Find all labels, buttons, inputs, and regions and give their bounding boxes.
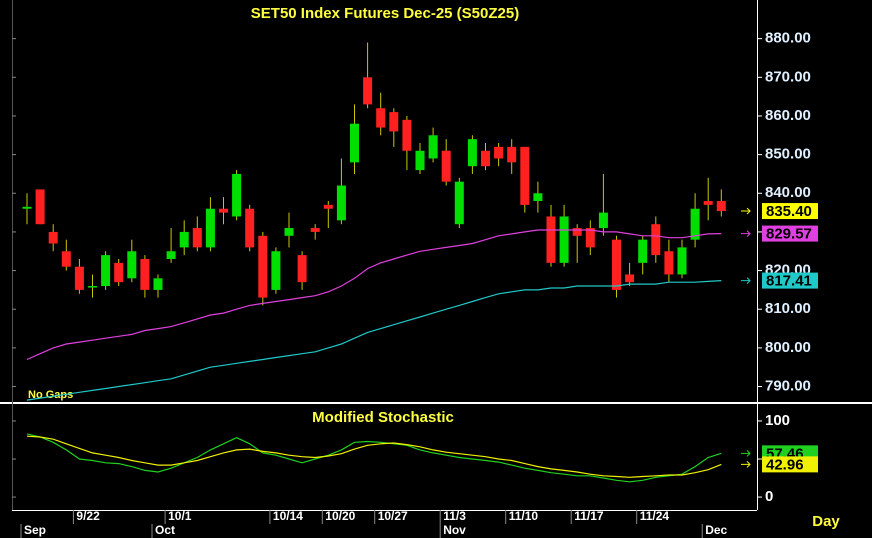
candle-body	[625, 274, 635, 283]
y-tick-label: 850.00	[765, 146, 811, 163]
line-series	[26, 280, 722, 401]
line-series	[26, 433, 722, 483]
candle-body	[35, 189, 45, 225]
y-tick-label: 810.00	[765, 300, 811, 317]
x-tick-label: 10/27	[378, 509, 408, 523]
month-label: Dec	[705, 523, 727, 537]
x-tick-label: 10/1	[168, 509, 192, 523]
label-arrow	[741, 461, 751, 468]
x-axis-label: Day	[812, 513, 840, 530]
candle-body	[88, 286, 97, 288]
candle-body	[271, 251, 281, 290]
candle-body	[284, 228, 294, 236]
candle-body	[507, 146, 517, 163]
candle-body	[258, 235, 268, 298]
y-tick-label: 840.00	[765, 184, 811, 201]
candle-body	[428, 135, 438, 159]
candle-body	[664, 251, 674, 275]
line-series	[26, 435, 722, 478]
candle-body	[389, 112, 399, 132]
line-series	[26, 229, 722, 361]
x-tick-label: 10/20	[325, 509, 355, 523]
month-label: Sep	[24, 523, 46, 537]
y-tick-label: 880.00	[765, 30, 811, 47]
candle-body	[245, 208, 255, 248]
value-label-box	[762, 272, 818, 289]
candle-body	[467, 139, 477, 167]
candle-body	[651, 224, 661, 256]
candle-body	[166, 251, 176, 259]
candle-body	[598, 212, 608, 229]
y-tick-label: 100	[765, 412, 790, 429]
candle-body	[441, 150, 451, 182]
candle-body	[140, 258, 150, 290]
candle-body	[310, 228, 320, 232]
candle-body	[402, 119, 412, 151]
label-arrow	[741, 449, 751, 457]
candle-body	[350, 123, 359, 163]
value-label-box	[762, 225, 818, 242]
candle-body	[232, 173, 242, 217]
candle-body	[61, 251, 71, 267]
candle-body	[323, 204, 333, 209]
y-tick-label: 800.00	[765, 339, 811, 356]
candle-body	[546, 216, 556, 263]
candle-body	[127, 251, 137, 279]
candle-body	[205, 208, 215, 248]
value-label-box	[762, 203, 818, 220]
candle-body	[219, 208, 228, 213]
candle-body	[454, 181, 464, 225]
candle-body	[48, 231, 58, 244]
candle-body	[585, 228, 595, 248]
x-tick-label: 9/22	[76, 509, 100, 523]
month-label: Oct	[155, 523, 175, 537]
candle-body	[192, 228, 202, 248]
label-arrow	[741, 230, 751, 237]
y-tick-label: 0	[765, 488, 773, 505]
value-label: 835.40	[766, 203, 812, 220]
x-tick-label: 11/10	[509, 509, 539, 523]
candle-body	[520, 146, 530, 205]
x-tick-label: 10/14	[273, 509, 303, 523]
candle-body	[363, 77, 373, 105]
candle-body	[336, 185, 346, 221]
y-tick-label: 860.00	[765, 107, 811, 124]
value-label: 817.41	[766, 273, 812, 290]
label-arrow	[741, 207, 751, 215]
candle-body	[22, 206, 32, 209]
month-label: Nov	[443, 523, 466, 537]
panel-title: Modified Stochastic	[312, 409, 454, 426]
x-tick-label: 11/17	[574, 509, 604, 523]
y-tick-label: 790.00	[765, 378, 811, 395]
candle-body	[703, 201, 713, 205]
value-label: 829.57	[766, 226, 812, 243]
candle-body	[559, 216, 569, 263]
candle-body	[415, 150, 425, 171]
candle-body	[481, 150, 490, 167]
candle-body	[179, 231, 189, 248]
candle-body	[114, 262, 124, 283]
candle-body	[297, 255, 307, 283]
y-tick-label: 870.00	[765, 68, 811, 85]
candle-body	[101, 255, 111, 287]
candle-body	[716, 201, 726, 212]
candle-body	[153, 278, 163, 290]
candle-body	[376, 108, 386, 128]
candle-body	[677, 247, 687, 275]
value-label-box	[762, 456, 818, 473]
x-tick-label: 11/3	[443, 509, 466, 523]
label-arrow	[741, 277, 751, 284]
value-label: 42.96	[766, 456, 804, 473]
x-tick-label: 11/24	[640, 509, 670, 523]
candle-body	[612, 239, 621, 290]
candle-body	[494, 146, 504, 159]
candle-body	[572, 228, 582, 236]
candle-body	[533, 193, 543, 201]
candle-body	[74, 266, 84, 290]
chart-title: SET50 Index Futures Dec-25 (S50Z25)	[251, 5, 519, 22]
candle-body	[690, 208, 700, 240]
candle-body	[638, 239, 648, 263]
